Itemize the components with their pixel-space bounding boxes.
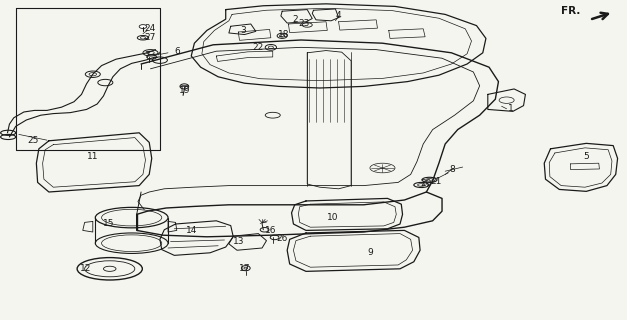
Text: 13: 13	[233, 237, 244, 246]
Text: 2: 2	[292, 15, 297, 24]
Text: 3: 3	[240, 26, 246, 35]
Text: 12: 12	[80, 264, 91, 273]
Text: 19: 19	[179, 86, 191, 95]
Text: 1: 1	[508, 104, 514, 113]
Text: 15: 15	[103, 220, 114, 228]
Text: 7: 7	[144, 52, 150, 60]
Text: 5: 5	[583, 152, 589, 161]
Text: FR.: FR.	[561, 6, 580, 16]
Text: 6: 6	[174, 47, 180, 56]
Text: 17: 17	[239, 264, 250, 273]
Text: 27: 27	[145, 33, 156, 42]
Ellipse shape	[139, 25, 147, 28]
Text: 21: 21	[431, 177, 442, 186]
Text: 16: 16	[265, 226, 277, 235]
Text: 24: 24	[145, 24, 156, 33]
Text: 20: 20	[421, 179, 432, 188]
Text: 4: 4	[336, 12, 341, 20]
Text: 23: 23	[298, 20, 310, 28]
Text: 8: 8	[450, 165, 456, 174]
Text: 25: 25	[27, 136, 38, 145]
Text: 11: 11	[87, 152, 98, 161]
Text: 26: 26	[277, 234, 288, 243]
Text: 18: 18	[278, 30, 289, 39]
Text: 14: 14	[186, 226, 197, 235]
Text: 9: 9	[367, 248, 373, 257]
Text: 22: 22	[253, 43, 264, 52]
Text: 10: 10	[327, 213, 338, 222]
